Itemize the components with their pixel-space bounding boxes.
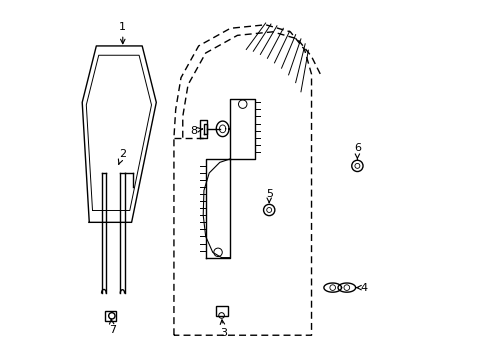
Text: 8: 8: [189, 126, 202, 136]
Text: 1: 1: [119, 22, 126, 44]
Text: 5: 5: [265, 189, 272, 203]
Bar: [215, 306, 227, 316]
Text: 2: 2: [118, 149, 126, 164]
Text: 4: 4: [356, 283, 367, 293]
Bar: [105, 311, 116, 321]
Text: 3: 3: [220, 320, 226, 338]
Text: 6: 6: [353, 143, 360, 159]
Text: 7: 7: [108, 319, 116, 335]
